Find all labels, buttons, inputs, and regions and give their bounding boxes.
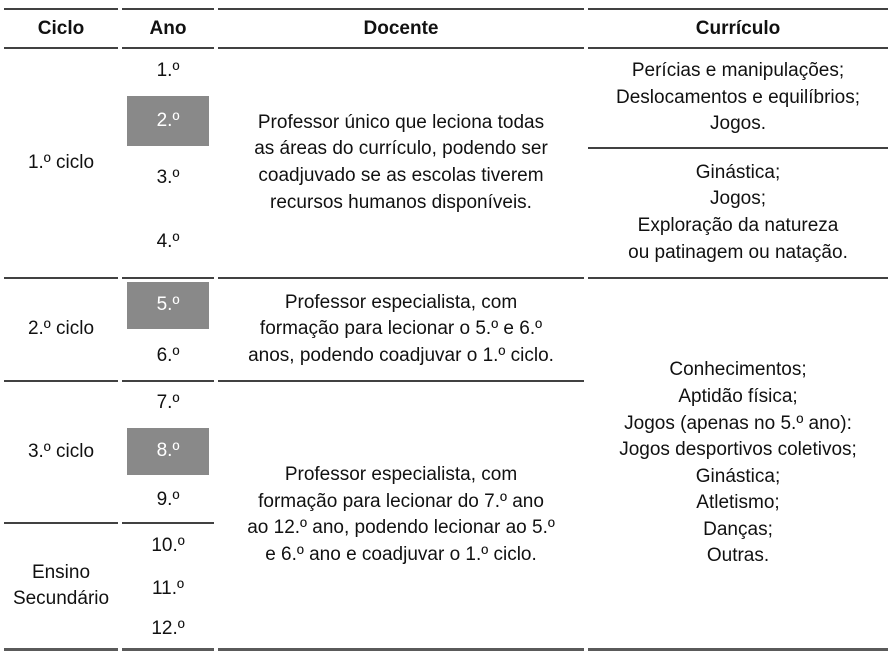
ano-cell-8: 8.º xyxy=(122,425,214,478)
ano-label-7: 7.º xyxy=(156,392,180,414)
row-ano-7: 3.º ciclo 7.º Professor especialista, co… xyxy=(4,382,888,651)
row-ano-3: 3.º Ginástica; Jogos; Exploração da natu… xyxy=(4,149,888,279)
ano-cell-6: 6.º xyxy=(122,332,214,383)
row-ano-5: 2.º ciclo 5.º Professor especialista, co… xyxy=(4,279,888,651)
row-ano-1: 1.º ciclo 1.º Professor único que lecion… xyxy=(4,49,888,279)
ano-label-9: 9.º xyxy=(156,489,180,511)
ano-highlight-8: 8.º xyxy=(127,428,209,476)
docente-cell-3: Professor especialista, com formação par… xyxy=(218,382,584,651)
ano-label-2: 2.º xyxy=(156,109,180,131)
curriculo-cell-c: Conhecimentos; Aptidão física; Jogos (ap… xyxy=(588,279,888,651)
row-ano-6: 6.º xyxy=(4,332,888,383)
education-cycles-table: Ciclo Ano Docente Currículo 1.º ciclo 1.… xyxy=(0,8,892,651)
ano-label-11: 11.º xyxy=(152,578,184,600)
row-ano-2: 2.º xyxy=(4,93,888,149)
ano-label-8: 8.º xyxy=(156,440,180,462)
ciclo-cell-3: 3.º ciclo xyxy=(4,382,118,525)
ano-label-12: 12.º xyxy=(151,618,185,640)
ano-highlight-2: 2.º xyxy=(127,96,209,146)
ano-cell-1: 1.º xyxy=(122,49,214,93)
ano-label-10: 10.º xyxy=(151,535,185,557)
ano-label-6: 6.º xyxy=(156,344,180,366)
ano-label-4: 4.º xyxy=(156,230,180,252)
ciclo-cell-4: Ensino Secundário xyxy=(4,524,118,651)
ano-cell-4: 4.º xyxy=(122,207,214,279)
ano-label-5: 5.º xyxy=(156,294,180,316)
docente-cell-1: Professor único que leciona todas as áre… xyxy=(218,49,584,279)
header-docente: Docente xyxy=(218,8,584,49)
ano-cell-9: 9.º xyxy=(122,478,214,525)
row-ano-10: Ensino Secundário 10.º xyxy=(4,524,888,651)
ciclo-cell-1: 1.º ciclo xyxy=(4,49,118,279)
header-curriculo: Currículo xyxy=(588,8,888,49)
header-row: Ciclo Ano Docente Currículo xyxy=(4,8,888,49)
row-ano-11: 11.º xyxy=(4,568,888,610)
ano-cell-5: 5.º xyxy=(122,279,214,332)
ano-cell-10: 10.º xyxy=(122,524,214,568)
ano-cell-11: 11.º xyxy=(122,568,214,610)
ano-label-3: 3.º xyxy=(156,166,180,188)
curriculo-cell-b: Ginástica; Jogos; Exploração da natureza… xyxy=(588,149,888,279)
ano-cell-7: 7.º xyxy=(122,382,214,425)
ano-highlight-5: 5.º xyxy=(127,282,209,330)
header-ciclo: Ciclo xyxy=(4,8,118,49)
curriculo-cell-a: Perícias e manipulações; Deslocamentos e… xyxy=(588,49,888,149)
ano-cell-12: 12.º xyxy=(122,610,214,651)
header-ano: Ano xyxy=(122,8,214,49)
row-ano-4: 4.º xyxy=(4,207,888,279)
ciclo-cell-2: 2.º ciclo xyxy=(4,279,118,383)
docente-cell-2: Professor especialista, com formação par… xyxy=(218,279,584,383)
ano-label-1: 1.º xyxy=(156,59,180,81)
row-ano-8: 8.º xyxy=(4,425,888,478)
ano-cell-2: 2.º xyxy=(122,93,214,149)
row-ano-9: 9.º xyxy=(4,478,888,525)
ano-cell-3: 3.º xyxy=(122,149,214,207)
